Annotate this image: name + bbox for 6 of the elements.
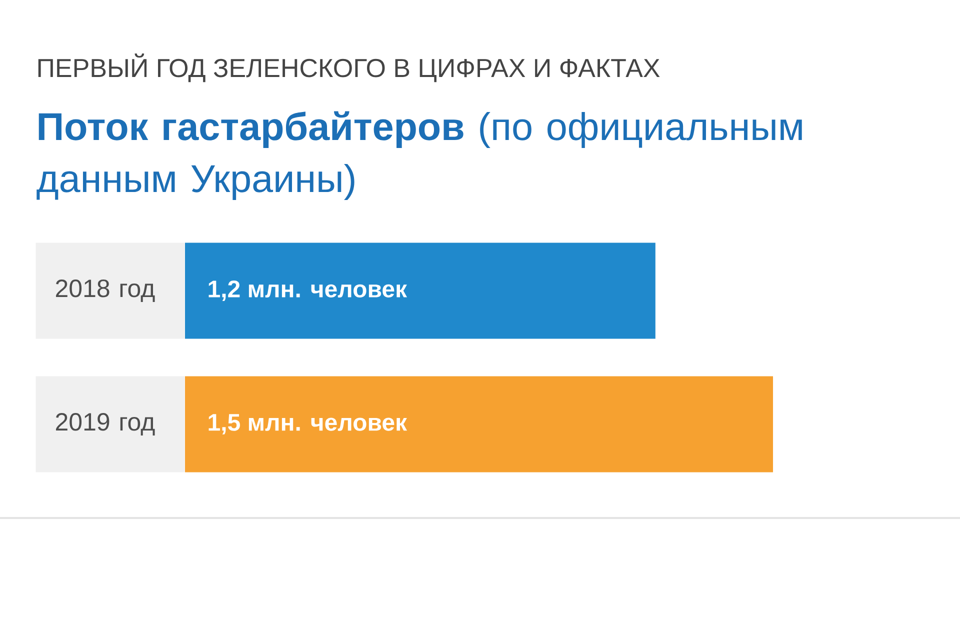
data-label: 1,2 млн. человек (208, 280, 408, 301)
y-tick-label: 2019 год (56, 413, 155, 436)
chart-title: Поток гастарбайтеров (по официальным данным Украины) (36, 111, 802, 200)
data-label: 1,5 млн. человек (208, 414, 408, 434)
chart-subtitle: ПЕРВЫЙ ГОД ЗЕЛЕНСКОГО В ЦИФРАХ И ФАКТАХ (38, 54, 660, 82)
y-tick-label: 2018 год (56, 280, 155, 302)
